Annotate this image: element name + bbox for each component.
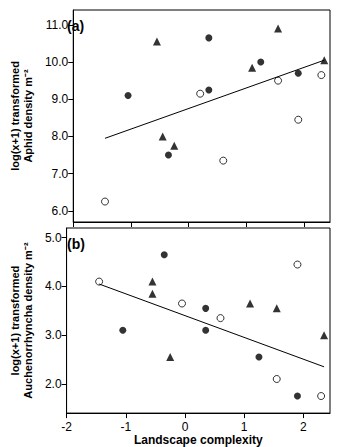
- svg-text:9.0: 9.0: [52, 92, 69, 106]
- svg-text:0: 0: [182, 420, 189, 434]
- svg-text:(b): (b): [67, 236, 85, 252]
- svg-text:2.0: 2.0: [45, 377, 62, 391]
- svg-text:10.0: 10.0: [45, 55, 69, 69]
- svg-text:log(x+1) transformed: log(x+1) transformed: [9, 61, 21, 171]
- svg-text:2: 2: [300, 420, 307, 434]
- svg-text:Landscape complexity: Landscape complexity: [134, 433, 263, 447]
- svg-text:4.0: 4.0: [45, 279, 62, 293]
- svg-text:6.0: 6.0: [52, 204, 69, 218]
- svg-text:-1: -1: [120, 420, 131, 434]
- svg-text:Aphid density m⁻²: Aphid density m⁻²: [22, 69, 34, 163]
- svg-text:1: 1: [241, 420, 248, 434]
- svg-text:-2: -2: [61, 420, 72, 434]
- svg-text:3.0: 3.0: [45, 328, 62, 342]
- svg-text:log(x+1) transformed: log(x+1) transformed: [9, 266, 21, 376]
- svg-text:Auchenorrhyncha density m⁻²: Auchenorrhyncha density m⁻²: [22, 242, 34, 399]
- svg-text:7.0: 7.0: [52, 167, 69, 181]
- svg-text:5.0: 5.0: [45, 231, 62, 245]
- svg-text:11.0: 11.0: [46, 18, 69, 32]
- svg-text:(a): (a): [67, 18, 84, 34]
- svg-text:8.0: 8.0: [52, 129, 69, 143]
